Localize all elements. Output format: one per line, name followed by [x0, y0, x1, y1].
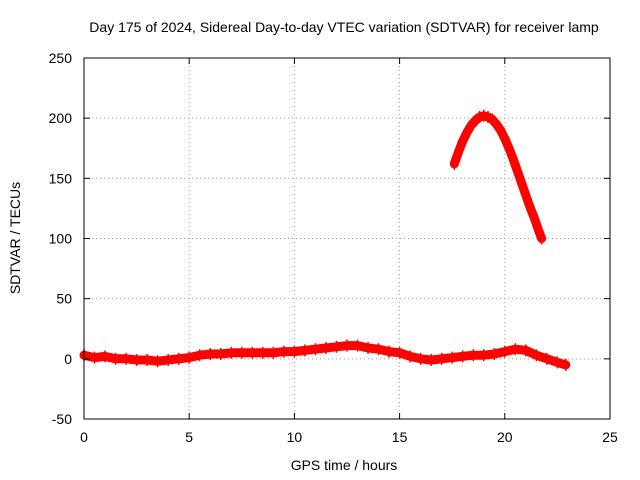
- x-tick-label: 15: [392, 429, 408, 445]
- data-point: [101, 350, 110, 363]
- data-point: [496, 124, 505, 137]
- y-tick-label: 0: [64, 351, 72, 367]
- data-point: [385, 345, 394, 358]
- data-point: [534, 224, 543, 237]
- data-point: [479, 109, 488, 122]
- axis-ticks: 0 5 10 15 20 25 -50 0 50 100 150 200 250: [49, 50, 618, 445]
- data-point: [471, 114, 480, 127]
- data-point: [542, 352, 551, 365]
- series-line-sdtvar-arc: [449, 111, 547, 243]
- data-point: [206, 348, 215, 361]
- data-point: [526, 201, 535, 214]
- x-tick-label: 0: [80, 429, 88, 445]
- data-point: [462, 126, 471, 139]
- data-point: [492, 118, 501, 131]
- data-point: [90, 351, 99, 364]
- chart-title: Day 175 of 2024, Sidereal Day-to-day VTE…: [89, 19, 599, 35]
- data-point: [332, 340, 341, 353]
- data-point: [174, 352, 183, 365]
- data-point: [500, 345, 509, 358]
- data-point: [505, 142, 514, 155]
- data-point: [227, 346, 236, 359]
- data-point: [475, 110, 484, 123]
- x-tick-label: 5: [185, 429, 193, 445]
- data-point: [553, 356, 562, 369]
- data-point: [269, 346, 278, 359]
- data-point: [143, 354, 152, 367]
- data-point: [195, 349, 204, 362]
- data-point: [500, 132, 509, 145]
- data-point: [532, 349, 541, 362]
- data-layer: [79, 109, 571, 371]
- y-tick-label: -50: [52, 411, 72, 427]
- data-point: [513, 165, 522, 178]
- data-point: [511, 343, 520, 356]
- x-tick-label: 20: [497, 429, 513, 445]
- data-point: [416, 352, 425, 365]
- y-tick-label: 50: [56, 291, 72, 307]
- data-point: [479, 349, 488, 362]
- data-point: [406, 350, 415, 363]
- data-point: [509, 153, 518, 166]
- y-tick-label: 200: [49, 110, 73, 126]
- data-point: [216, 348, 225, 361]
- y-tick-label: 100: [49, 231, 73, 247]
- y-tick-label: 250: [49, 50, 73, 66]
- data-point: [111, 352, 120, 365]
- data-point: [454, 145, 463, 158]
- x-axis-label: GPS time / hours: [291, 457, 398, 473]
- data-point: [258, 346, 267, 359]
- data-point: [353, 339, 362, 352]
- data-point: [561, 358, 570, 371]
- data-point: [364, 342, 373, 355]
- x-tick-label: 10: [287, 429, 303, 445]
- data-point: [537, 232, 546, 245]
- data-point: [521, 189, 530, 202]
- data-point: [490, 348, 499, 361]
- y-tick-label: 150: [49, 170, 73, 186]
- data-point: [427, 354, 436, 367]
- data-point: [237, 346, 246, 359]
- data-point: [374, 343, 383, 356]
- data-point: [311, 343, 320, 356]
- y-axis-label: SDTVAR / TECUs: [7, 182, 23, 294]
- data-point: [521, 344, 530, 357]
- data-point: [300, 344, 309, 357]
- data-point: [488, 113, 497, 126]
- data-point: [483, 110, 492, 123]
- data-point: [290, 345, 299, 358]
- x-tick-label: 25: [602, 429, 618, 445]
- data-point: [458, 135, 467, 148]
- data-point: [517, 177, 526, 190]
- data-point: [437, 352, 446, 365]
- data-point: [248, 346, 257, 359]
- data-point: [153, 355, 162, 368]
- data-point: [458, 350, 467, 363]
- data-point: [164, 354, 173, 367]
- data-point: [450, 157, 459, 170]
- data-point: [321, 342, 330, 355]
- data-point: [122, 352, 131, 365]
- data-point: [467, 119, 476, 132]
- data-point: [343, 339, 351, 352]
- data-point: [469, 349, 478, 362]
- data-point: [448, 351, 457, 364]
- data-point: [132, 354, 141, 367]
- data-point: [279, 345, 288, 358]
- data-point: [530, 212, 539, 225]
- data-point: [185, 351, 194, 364]
- data-point: [395, 346, 404, 359]
